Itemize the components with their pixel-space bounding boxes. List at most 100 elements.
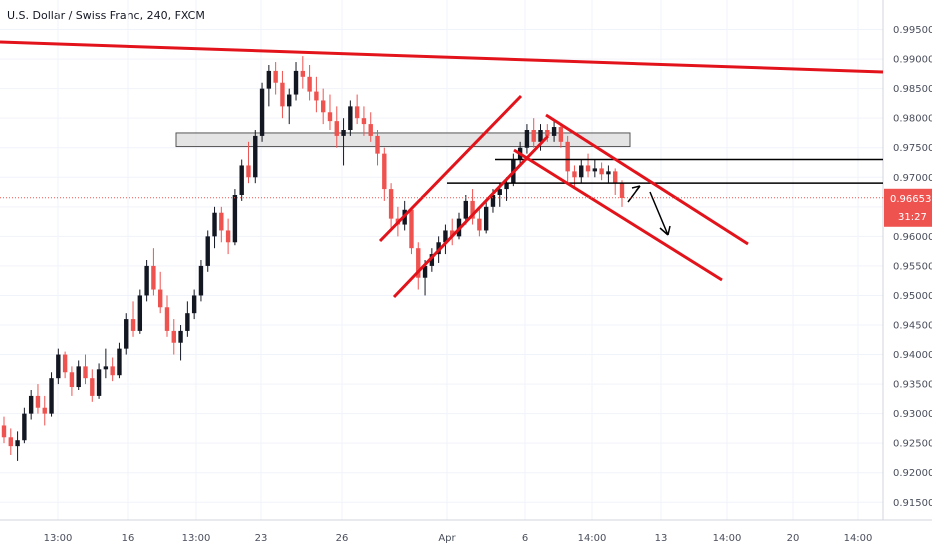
candle-body [90, 378, 95, 396]
candle-body [151, 265, 156, 290]
candle-body [293, 70, 299, 95]
candle-body [164, 307, 170, 331]
candle-body [565, 141, 570, 172]
candle-body [198, 265, 204, 296]
candle-body [22, 413, 27, 441]
candle-body [443, 230, 448, 243]
candle-body [212, 212, 217, 237]
last-price-tag [884, 188, 932, 227]
candle-body [280, 82, 285, 107]
candle-body [110, 366, 115, 376]
candle-body [619, 183, 625, 198]
y-tick-label: 0.99000 [893, 55, 932, 66]
arrow-down-icon [649, 191, 671, 236]
candle-body [314, 91, 319, 101]
candle-body [409, 209, 414, 249]
resistance-trendline[interactable] [0, 40, 884, 74]
candle-body [585, 165, 591, 172]
candle-body [348, 106, 353, 130]
x-tick-label: 20 [787, 533, 800, 544]
candle-body [42, 407, 47, 414]
candle-body [382, 153, 387, 190]
candle-body [1, 425, 7, 438]
y-tick-label: 0.97500 [893, 143, 932, 154]
ascending-channel-lower[interactable] [392, 134, 550, 299]
last-price-value: 0.96653 [890, 194, 931, 205]
candle-body [470, 200, 475, 219]
y-tick-label: 0.93000 [893, 409, 932, 420]
candle-body [300, 70, 306, 77]
y-tick-label: 0.93500 [893, 380, 932, 391]
candle-body [157, 289, 163, 308]
candle-body [232, 195, 238, 243]
candle-body [429, 254, 435, 266]
candle-body [524, 130, 530, 148]
candle-body [171, 330, 176, 343]
candle-body [599, 168, 604, 175]
candle-body [253, 135, 258, 178]
x-tick-label: 6 [522, 533, 528, 544]
candle-body [307, 76, 312, 92]
candle-body [545, 130, 550, 136]
candle-body [327, 112, 333, 122]
candle-body [504, 183, 509, 190]
candle-body [579, 165, 584, 178]
candle-body [62, 354, 68, 373]
x-tick-label: 14:00 [578, 533, 607, 544]
y-tick-label: 0.97000 [893, 173, 932, 184]
descending-channel-upper[interactable] [545, 113, 749, 246]
candle-body [592, 168, 598, 172]
candle-body [96, 369, 102, 396]
candle-body [15, 440, 20, 447]
candle-body [375, 135, 380, 154]
chart-title: U.S. Dollar / Swiss Franc, 240, FXCM [7, 9, 205, 22]
candle-body [490, 195, 496, 207]
candle-body [56, 354, 61, 379]
candle-body [273, 70, 278, 83]
y-tick-label: 0.99500 [893, 25, 932, 36]
candle-body [422, 265, 428, 278]
y-tick-label: 0.94000 [893, 350, 932, 361]
candle-body [477, 218, 482, 231]
x-tick-label: 26 [336, 533, 349, 544]
y-tick-label: 0.94500 [893, 321, 932, 332]
candle-body [497, 189, 502, 195]
candle-body [178, 330, 183, 343]
candle-body [35, 395, 41, 408]
x-tick-label: 14:00 [844, 533, 873, 544]
x-tick-label: 13:00 [44, 533, 73, 544]
candle-body [76, 366, 81, 388]
candle-body [606, 171, 611, 175]
candle-body [130, 319, 136, 331]
candle-body [354, 106, 360, 119]
candle-body [334, 121, 339, 136]
candle-body [117, 348, 122, 376]
candle-body [463, 200, 469, 219]
y-tick-label: 0.95000 [893, 291, 932, 302]
candle-body [613, 171, 618, 184]
candle-body [69, 372, 75, 388]
y-tick-label: 0.98500 [893, 84, 932, 95]
candle-body [259, 88, 265, 136]
candle-body [246, 165, 251, 178]
x-tick-label: Apr [438, 533, 456, 544]
arrow-up-icon [627, 185, 641, 203]
x-tick-label: 13:00 [182, 533, 211, 544]
candle-body [416, 248, 421, 278]
y-tick-label: 0.95500 [893, 261, 932, 272]
ascending-channel-upper[interactable] [378, 94, 523, 243]
candle-body [266, 70, 272, 89]
y-tick-label: 0.96000 [893, 232, 932, 243]
x-tick-label: 13 [655, 533, 668, 544]
candle-body [558, 127, 564, 142]
supply-zone[interactable] [175, 132, 631, 148]
candle-body [531, 130, 536, 142]
y-tick-label: 0.92500 [893, 439, 932, 450]
candle-body [8, 437, 13, 447]
candle-body [483, 206, 489, 231]
x-tick-label: 16 [122, 533, 135, 544]
descending-channel-lower[interactable] [513, 148, 723, 282]
candle-body [191, 295, 197, 314]
candle-body [28, 395, 34, 414]
